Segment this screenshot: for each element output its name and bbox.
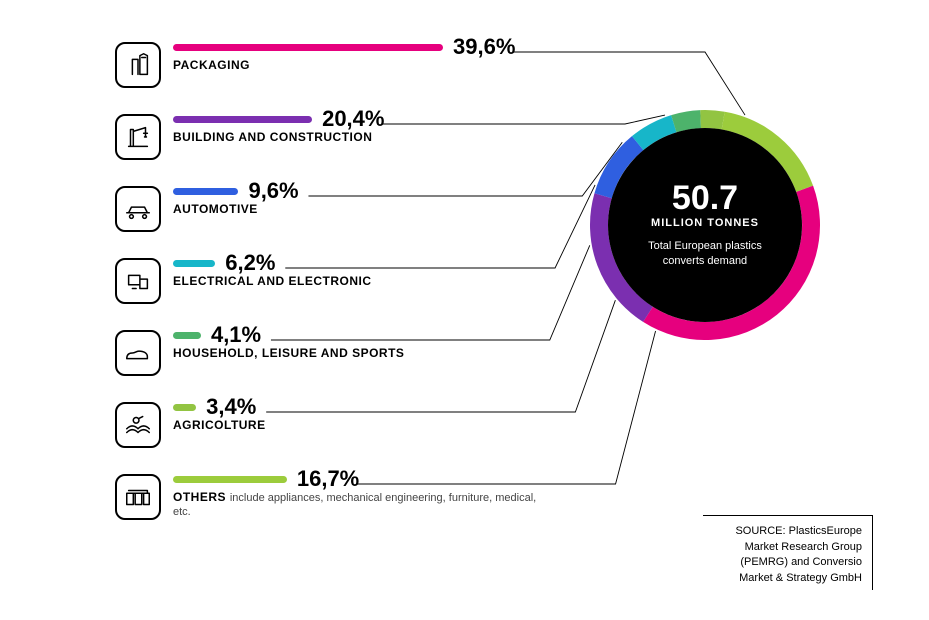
automotive-bar [173, 188, 238, 195]
electrical-percent: 6,2% [225, 250, 275, 276]
category-agriculture: 3,4% AGRICOLTURE [115, 398, 545, 456]
connector-packaging [513, 52, 745, 115]
donut-center: 50.7 MILLION TONNES Total European plast… [608, 128, 802, 322]
source-citation: SOURCE: PlasticsEurope Market Research G… [703, 515, 873, 590]
category-household: 4,1% HOUSEHOLD, LEISURE AND SPORTS [115, 326, 545, 384]
donut-value: 50.7 [672, 181, 738, 215]
building-label: BUILDING AND CONSTRUCTION [173, 130, 372, 144]
others-label: OTHERS include appliances, mechanical en… [173, 490, 545, 518]
building-icon [115, 114, 161, 160]
packaging-icon [115, 42, 161, 88]
others-bar [173, 476, 287, 483]
electrical-bar [173, 260, 215, 267]
building-percent: 20,4% [322, 106, 384, 132]
household-percent: 4,1% [211, 322, 261, 348]
building-bar [173, 116, 312, 123]
household-label: HOUSEHOLD, LEISURE AND SPORTS [173, 346, 404, 360]
electrical-label: ELECTRICAL AND ELECTRONIC [173, 274, 372, 288]
category-list: 39,6% PACKAGING 20,4% BUILDING AND CONST… [115, 38, 545, 542]
ring-slice-5 [701, 119, 724, 121]
packaging-label: PACKAGING [173, 58, 250, 72]
household-bar [173, 332, 201, 339]
others-icon [115, 474, 161, 520]
agriculture-icon [115, 402, 161, 448]
automotive-percent: 9,6% [248, 178, 298, 204]
automotive-icon [115, 186, 161, 232]
category-building: 20,4% BUILDING AND CONSTRUCTION [115, 110, 545, 168]
packaging-bar [173, 44, 443, 51]
category-electrical: 6,2% ELECTRICAL AND ELECTRONIC [115, 254, 545, 312]
donut-unit: MILLION TONNES [651, 217, 759, 229]
automotive-label: AUTOMOTIVE [173, 202, 258, 216]
electrical-icon [115, 258, 161, 304]
agriculture-percent: 3,4% [206, 394, 256, 420]
ring-slice-4 [674, 119, 701, 124]
category-automotive: 9,6% AUTOMOTIVE [115, 182, 545, 240]
donut-desc: Total European plastics converts demand [630, 239, 780, 270]
source-text: SOURCE: PlasticsEurope Market Research G… [735, 525, 862, 583]
category-others: 16,7% OTHERS include appliances, mechani… [115, 470, 545, 528]
agriculture-bar [173, 404, 196, 411]
others-percent: 16,7% [297, 466, 359, 492]
agriculture-label: AGRICOLTURE [173, 418, 266, 432]
packaging-percent: 39,6% [453, 34, 515, 60]
category-packaging: 39,6% PACKAGING [115, 38, 545, 96]
donut-chart: 50.7 MILLION TONNES Total European plast… [590, 110, 820, 340]
household-icon [115, 330, 161, 376]
